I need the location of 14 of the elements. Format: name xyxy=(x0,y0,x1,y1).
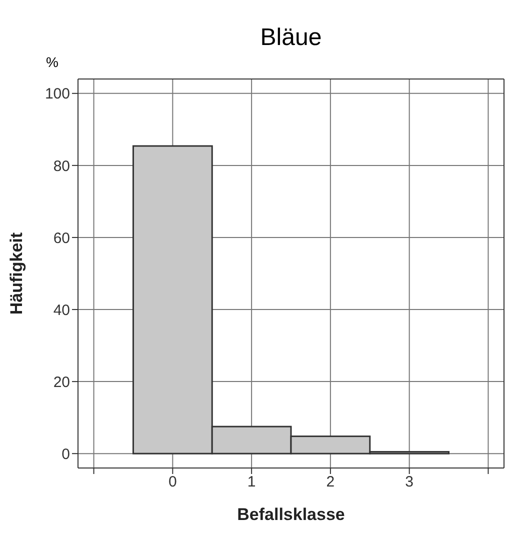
x-tick-label: 1 xyxy=(247,474,256,491)
x-axis-title: Befallsklasse xyxy=(237,505,345,524)
y-axis-title: Häufigkeit xyxy=(7,232,26,315)
text: % xyxy=(46,54,58,70)
y-tick-label: 20 xyxy=(53,374,70,391)
y-tick-label: 100 xyxy=(44,86,70,103)
y-tick-label: 40 xyxy=(53,302,70,319)
y-tick-label: 0 xyxy=(62,446,70,463)
x-tick-label: 3 xyxy=(405,474,414,491)
y-tick-label: 80 xyxy=(53,158,70,175)
chart-title: Bläue xyxy=(259,24,323,52)
x-tick-label: 2 xyxy=(326,474,335,491)
y-tick-label: 60 xyxy=(53,230,70,247)
x-tick-label: 0 xyxy=(168,474,177,491)
